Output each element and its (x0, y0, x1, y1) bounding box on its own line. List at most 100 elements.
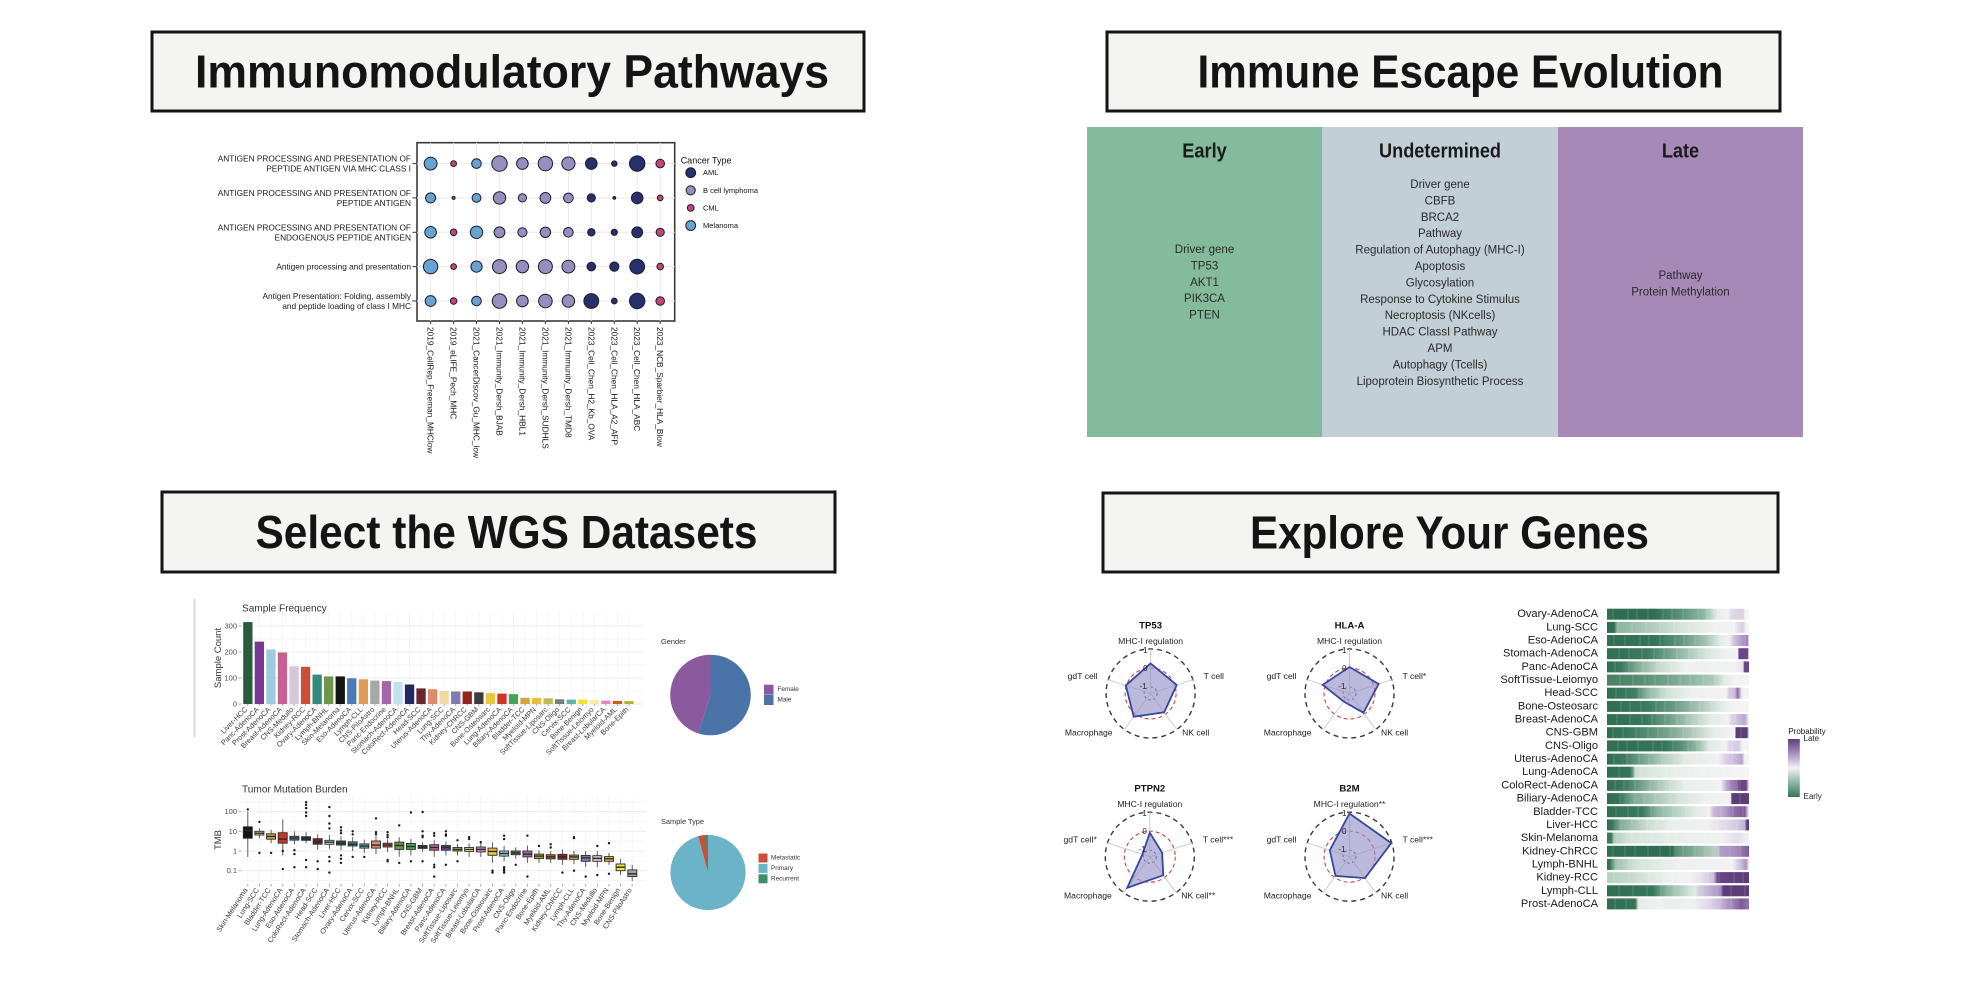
svg-text:Male: Male (778, 697, 792, 704)
svg-text:Necroptosis (NKcells): Necroptosis (NKcells) (1385, 310, 1496, 322)
svg-text:SoftTissue-Leiomyo: SoftTissue-Leiomyo (1500, 674, 1598, 686)
svg-text:ColoRect-AdenoCA: ColoRect-AdenoCA (1501, 779, 1598, 791)
svg-text:Antigen Presentation: Folding,: Antigen Presentation: Folding, assembly (262, 291, 411, 301)
svg-text:2023_Cell_Chen_HLA_A2_AFP: 2023_Cell_Chen_HLA_A2_AFP (609, 327, 619, 446)
svg-text:gdT cell*: gdT cell* (1064, 834, 1098, 844)
svg-text:ENDOGENOUS PEPTIDE ANTIGEN: ENDOGENOUS PEPTIDE ANTIGEN (275, 232, 411, 242)
svg-text:Immunomodulatory Pathways: Immunomodulatory Pathways (195, 46, 829, 98)
svg-text:B2M: B2M (1339, 784, 1359, 795)
svg-text:AKT1: AKT1 (1190, 277, 1219, 289)
svg-text:-1: -1 (1338, 845, 1346, 854)
svg-text:Sample Frequency: Sample Frequency (242, 604, 328, 615)
svg-text:B cell lymphoma: B cell lymphoma (703, 186, 759, 195)
svg-text:2021_Immunity_Dersh_HBL1: 2021_Immunity_Dersh_HBL1 (517, 327, 527, 436)
svg-text:Breast-AdenoCA: Breast-AdenoCA (1515, 714, 1599, 726)
svg-text:Apoptosis: Apoptosis (1415, 261, 1466, 273)
svg-text:Lymph-CLL: Lymph-CLL (1541, 885, 1598, 897)
svg-text:Driver gene: Driver gene (1175, 244, 1234, 256)
svg-text:-1: -1 (1338, 682, 1346, 691)
svg-text:0: 0 (1142, 827, 1147, 836)
svg-text:100: 100 (224, 807, 237, 816)
svg-text:Select the WGS Datasets: Select the WGS Datasets (256, 506, 758, 558)
svg-text:Probability: Probability (1788, 727, 1825, 736)
svg-text:Response to Cytokine Stimulus: Response to Cytokine Stimulus (1360, 294, 1520, 306)
svg-text:Pathway: Pathway (1658, 270, 1702, 282)
svg-text:2023_Cell_Chen_H2_Kb_OVA: 2023_Cell_Chen_H2_Kb_OVA (586, 327, 596, 441)
svg-text:Melanoma: Melanoma (703, 221, 739, 230)
svg-text:Bladder-TCC: Bladder-TCC (1533, 806, 1598, 818)
svg-text:Pathway: Pathway (1418, 228, 1462, 240)
svg-text:Uterus-AdenoCA: Uterus-AdenoCA (1514, 753, 1598, 765)
svg-text:Sample Type: Sample Type (661, 817, 704, 826)
svg-text:Lymph-BNHL: Lymph-BNHL (1532, 858, 1598, 870)
svg-text:Lipoprotein Biosynthetic Proce: Lipoprotein Biosynthetic Process (1357, 376, 1524, 388)
svg-text:2021_Immunity_Dersh_BJAB: 2021_Immunity_Dersh_BJAB (495, 327, 505, 436)
svg-text:Head-SCC: Head-SCC (1544, 687, 1598, 699)
svg-text:Recurrent: Recurrent (771, 875, 799, 882)
svg-text:Sample Count: Sample Count (213, 628, 224, 689)
svg-text:Skin-Melanoma: Skin-Melanoma (1521, 832, 1599, 844)
svg-text:1: 1 (233, 847, 237, 856)
svg-text:MHC-I regulation: MHC-I regulation (1317, 636, 1382, 646)
svg-text:Panc-AdenoCA: Panc-AdenoCA (1522, 661, 1599, 673)
svg-text:AML: AML (703, 168, 718, 177)
svg-text:0: 0 (233, 700, 237, 709)
svg-text:TMB: TMB (213, 830, 224, 850)
svg-text:MHC-I regulation**: MHC-I regulation** (1314, 799, 1386, 809)
svg-text:HLA-A: HLA-A (1335, 621, 1365, 632)
svg-text:Macrophage: Macrophage (1264, 728, 1312, 738)
svg-text:2019_CellRep_Freeman_MHClow: 2019_CellRep_Freeman_MHClow (426, 327, 436, 454)
svg-text:Cancer Type: Cancer Type (681, 155, 732, 165)
svg-text:Kidney-RCC: Kidney-RCC (1536, 872, 1598, 884)
svg-text:Driver gene: Driver gene (1410, 179, 1469, 191)
svg-text:200: 200 (224, 648, 237, 657)
svg-text:MHC-I regulation: MHC-I regulation (1117, 799, 1182, 809)
svg-text:2021_CancerDiscov_Gu_MHC_low: 2021_CancerDiscov_Gu_MHC_low (472, 327, 482, 459)
svg-text:and peptide loading of class I: and peptide loading of class I MHC (282, 301, 411, 311)
svg-text:Lung-AdenoCA: Lung-AdenoCA (1522, 766, 1598, 778)
svg-text:PEPTIDE ANTIGEN: PEPTIDE ANTIGEN (337, 198, 411, 208)
svg-text:PIK3CA: PIK3CA (1184, 293, 1225, 305)
svg-text:HDAC ClassI Pathway: HDAC ClassI Pathway (1382, 327, 1497, 339)
svg-text:gdT cell: gdT cell (1267, 834, 1297, 844)
svg-text:Antigen processing and present: Antigen processing and presentation (276, 262, 411, 272)
svg-text:CML: CML (703, 203, 719, 212)
svg-text:APM: APM (1428, 343, 1453, 355)
svg-text:2019_eLIFE_Pech_MHC: 2019_eLIFE_Pech_MHC (449, 327, 459, 419)
svg-text:PTPN2: PTPN2 (1134, 784, 1165, 795)
svg-text:T cell*: T cell* (1403, 671, 1427, 681)
svg-text:gdT cell: gdT cell (1267, 671, 1297, 681)
svg-text:ANTIGEN PROCESSING AND PRESENT: ANTIGEN PROCESSING AND PRESENTATION OF (218, 154, 411, 164)
svg-text:Early: Early (1182, 140, 1227, 163)
svg-text:0: 0 (1342, 827, 1347, 836)
svg-text:Bone-Osteosarc: Bone-Osteosarc (1518, 700, 1599, 712)
svg-text:Liver-HCC: Liver-HCC (1546, 819, 1598, 831)
svg-text:Explore Your Genes: Explore Your Genes (1250, 507, 1649, 559)
svg-text:Macrophage: Macrophage (1065, 728, 1113, 738)
svg-text:Undetermined: Undetermined (1379, 140, 1501, 163)
svg-text:2021_Immunity_Dersh_SUDHLS: 2021_Immunity_Dersh_SUDHLS (540, 327, 550, 449)
svg-text:Eso-AdenoCA: Eso-AdenoCA (1528, 635, 1599, 647)
svg-text:Immune Escape Evolution: Immune Escape Evolution (1198, 46, 1724, 98)
svg-text:Primary: Primary (771, 865, 794, 872)
svg-text:PEPTIDE ANTIGEN VIA MHC CLASS: PEPTIDE ANTIGEN VIA MHC CLASS I (266, 164, 411, 174)
svg-text:Gender: Gender (661, 637, 686, 646)
svg-text:Autophagy (Tcells): Autophagy (Tcells) (1393, 359, 1488, 371)
svg-text:Early: Early (1804, 792, 1822, 801)
svg-text:10: 10 (229, 827, 237, 836)
svg-text:Lung-SCC: Lung-SCC (1546, 621, 1598, 633)
svg-text:PTEN: PTEN (1189, 310, 1220, 322)
svg-text:CNS-GBM: CNS-GBM (1546, 727, 1598, 739)
svg-text:Glycosylation: Glycosylation (1406, 277, 1474, 289)
svg-text:1: 1 (1342, 646, 1347, 655)
svg-text:Stomach-AdenoCA: Stomach-AdenoCA (1503, 648, 1599, 660)
svg-text:1: 1 (1342, 809, 1347, 818)
svg-text:T cell: T cell (1204, 671, 1224, 681)
svg-text:Late: Late (1804, 734, 1820, 743)
svg-text:Prost-AdenoCA: Prost-AdenoCA (1521, 898, 1599, 910)
svg-text:Macrophage: Macrophage (1264, 891, 1312, 901)
svg-text:T cell***: T cell*** (1403, 834, 1434, 844)
svg-text:TP53: TP53 (1191, 260, 1219, 272)
svg-text:2023_Cell_Chen_HLA_ABC: 2023_Cell_Chen_HLA_ABC (632, 327, 642, 431)
svg-text:100: 100 (224, 674, 237, 683)
